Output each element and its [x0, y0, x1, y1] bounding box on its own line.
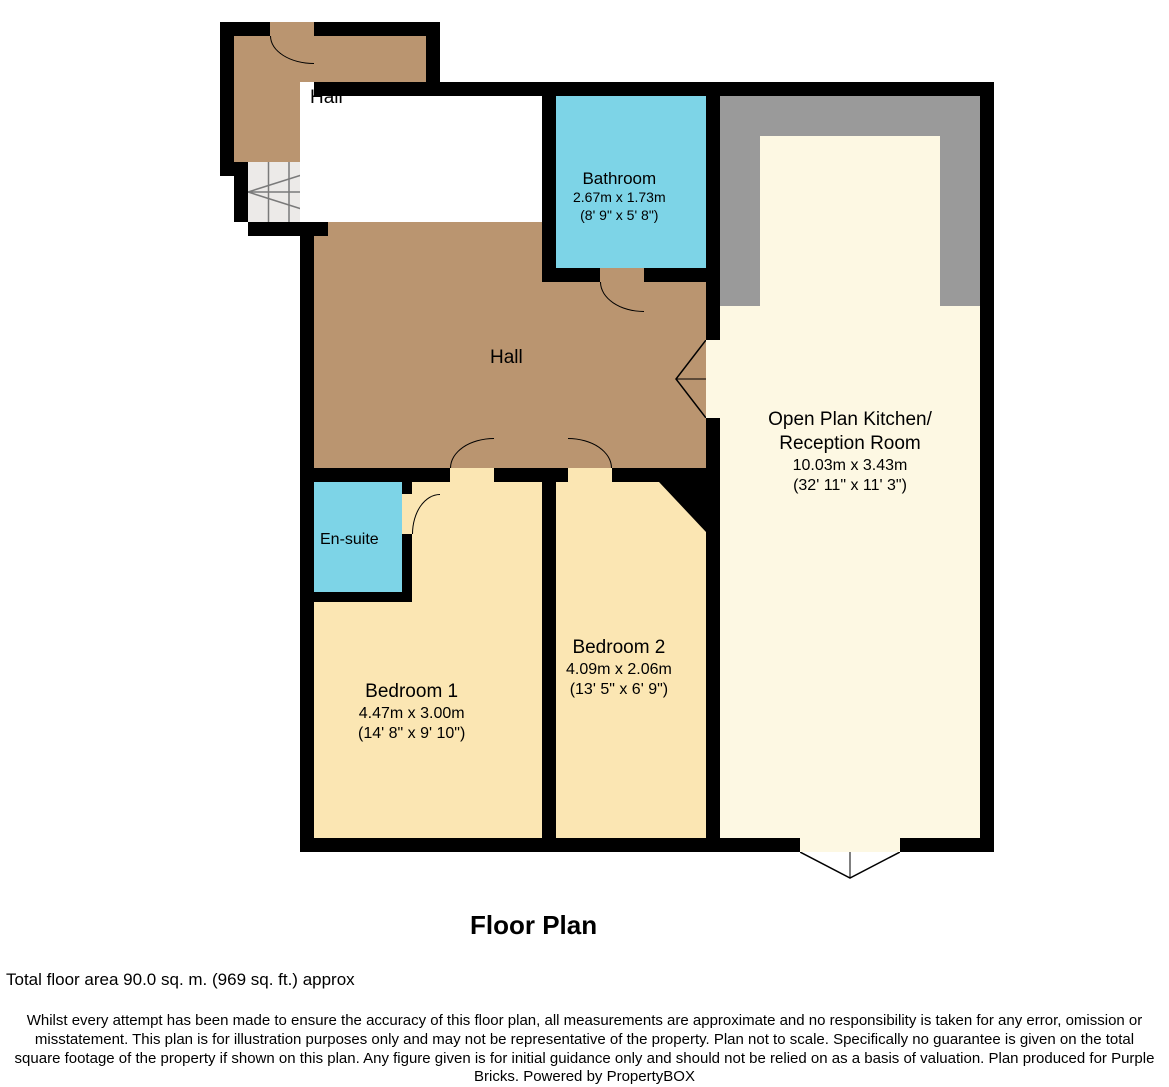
outside-cutout-2 — [314, 96, 556, 222]
bed1-dim-ft: (14' 8" x 9' 10") — [358, 724, 465, 744]
kitchen-wall-left — [706, 82, 720, 852]
bed2-dim-m: 4.09m x 2.06m — [566, 660, 672, 680]
floorplan-canvas: Hall Hall Bathroom 2.67m x 1.73m (8' 9" … — [0, 0, 1169, 1080]
lower-hall-label: Hall — [490, 346, 523, 370]
bathroom-dim-ft: (8' 9" x 5' 8") — [573, 207, 666, 225]
bed2-door-gap — [568, 468, 612, 482]
hall-kitchen-door-v — [672, 340, 706, 418]
kitchen-counter-right — [940, 96, 980, 306]
kitchen-counter-left — [720, 96, 760, 306]
upper-hall-label: Hall — [310, 86, 343, 110]
kitchen-dim-ft: (32' 11" x 11' 3") — [746, 476, 954, 496]
ensuite-wall-bottom — [314, 592, 412, 602]
kitchen-ext-door-gap — [800, 838, 900, 852]
bathroom-dim-m: 2.67m x 1.73m — [573, 189, 666, 207]
total-area-text: Total floor area 90.0 sq. m. (969 sq. ft… — [6, 970, 355, 990]
lower-hall-name: Hall — [490, 346, 523, 370]
ensuite-door-gap — [402, 494, 412, 534]
bed2-label: Bedroom 2 4.09m x 2.06m (13' 5" x 6' 9") — [566, 636, 672, 700]
bed1-dim-m: 4.47m x 3.00m — [358, 704, 465, 724]
disclaimer-text: Whilst every attempt has been made to en… — [10, 1012, 1159, 1087]
bed1-door-gap — [450, 468, 494, 482]
bed1-label: Bedroom 1 4.47m x 3.00m (14' 8" x 9' 10"… — [358, 680, 465, 744]
outside-cutout-1 — [440, 22, 556, 82]
bathroom-door-gap — [600, 268, 644, 282]
ensuite-label: En-suite — [320, 530, 379, 550]
kitchen-name: Open Plan Kitchen/ Reception Room — [746, 408, 954, 456]
kitchen-ext-door-v — [800, 852, 900, 882]
bathroom-name: Bathroom — [573, 168, 666, 189]
upper-hall-name: Hall — [310, 86, 343, 110]
bed2-name: Bedroom 2 — [566, 636, 672, 660]
bathroom-label: Bathroom 2.67m x 1.73m (8' 9" x 5' 8") — [573, 168, 666, 224]
lower-hall-ext — [248, 222, 328, 236]
hall-bed-wall — [300, 468, 720, 482]
bed1-bed2-wall — [542, 468, 556, 852]
bathroom-wall-left — [542, 82, 556, 282]
bed2-dim-ft: (13' 5" x 6' 9") — [566, 680, 672, 700]
kitchen-label: Open Plan Kitchen/ Reception Room 10.03m… — [746, 408, 954, 496]
upper-hall-door-gap — [270, 22, 314, 36]
hall-kitchen-door-gap — [706, 340, 720, 418]
bed1-name: Bedroom 1 — [358, 680, 465, 704]
floorplan-title: Floor Plan — [470, 910, 597, 941]
ensuite-name: En-suite — [320, 530, 379, 550]
kitchen-dim-m: 10.03m x 3.43m — [746, 456, 954, 476]
